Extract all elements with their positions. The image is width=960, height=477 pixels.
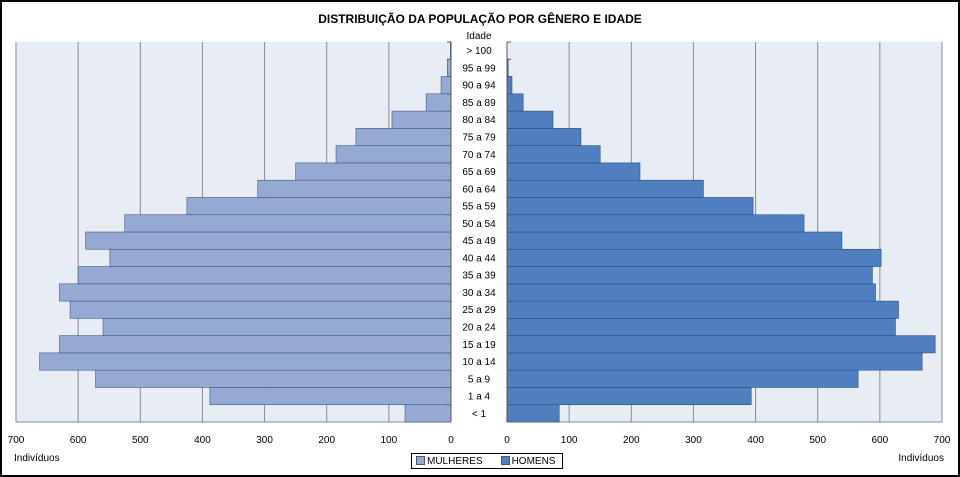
bar-women	[446, 58, 452, 77]
bar-women	[124, 214, 452, 233]
bar-men	[506, 369, 859, 388]
x-tick-label-left: 400	[194, 435, 211, 446]
label-column	[452, 42, 506, 422]
category-label: 25 a 29	[462, 305, 496, 316]
x-axis-label-left: Indivíduos	[14, 453, 60, 464]
legend-label-men: HOMENS	[511, 455, 556, 467]
bar-men	[506, 145, 601, 164]
legend-label-women: MULHERES	[427, 455, 483, 467]
category-label: 55 a 59	[462, 202, 496, 213]
bar-women	[391, 110, 452, 129]
bar-men	[506, 231, 843, 250]
x-tick-label-left: 100	[381, 435, 398, 446]
bar-men	[506, 335, 936, 354]
bar-men	[506, 300, 899, 319]
bar-men	[506, 283, 876, 302]
bar-men	[506, 318, 896, 336]
bar-women	[257, 179, 452, 198]
bar-women	[425, 93, 452, 112]
category-label: 60 a 64	[462, 184, 496, 195]
bar-men	[506, 352, 923, 371]
bar-women	[335, 145, 452, 164]
category-label: 75 a 79	[462, 133, 496, 144]
x-tick-label-left: 300	[256, 435, 273, 446]
bar-men	[506, 179, 704, 198]
bar-women	[209, 387, 452, 406]
x-tick-label-right: 500	[809, 435, 826, 446]
bar-men	[506, 128, 582, 146]
bar-men	[506, 93, 524, 112]
category-label: 5 a 9	[468, 374, 491, 385]
bar-men	[506, 214, 805, 233]
x-tick-label-right: 600	[872, 435, 889, 446]
bar-women	[59, 335, 452, 354]
category-label: 1 a 4	[468, 392, 491, 403]
legend-swatch-women	[416, 456, 425, 466]
x-axis-label-right: Indivíduos	[898, 453, 944, 464]
bar-women	[109, 248, 452, 267]
chart-title: DISTRIBUIÇÃO DA POPULAÇÃO POR GÊNERO E I…	[318, 12, 642, 26]
bar-women	[69, 300, 452, 319]
category-label: 95 a 99	[462, 63, 496, 74]
x-tick-label-right: 700	[934, 435, 951, 446]
bar-women	[85, 231, 452, 250]
category-label: 70 a 74	[462, 150, 496, 161]
bar-men	[506, 387, 752, 406]
category-label: 10 a 14	[462, 357, 496, 368]
x-tick-label-right: 100	[561, 435, 578, 446]
bar-women	[77, 266, 452, 285]
bar-women	[404, 404, 452, 423]
category-label: 65 a 69	[462, 167, 496, 178]
category-axis-title: Idade	[466, 31, 491, 42]
x-tick-label-left: 0	[448, 435, 454, 446]
legend: MULHERES HOMENS	[411, 453, 563, 469]
category-label: 15 a 19	[462, 340, 496, 351]
category-label: 90 a 94	[462, 81, 496, 92]
x-tick-label-left: 600	[70, 435, 87, 446]
category-label: 50 a 54	[462, 219, 496, 230]
bar-men	[506, 110, 554, 129]
x-tick-label-right: 0	[504, 435, 510, 446]
bar-men	[506, 76, 513, 95]
x-tick-label-left: 500	[132, 435, 149, 446]
bar-women	[39, 352, 452, 371]
category-label: 20 a 24	[462, 323, 496, 334]
bar-men	[506, 197, 754, 216]
legend-swatch-men	[500, 456, 510, 466]
x-tick-label-right: 400	[747, 435, 764, 446]
bar-women	[102, 318, 452, 336]
category-label: 80 a 84	[462, 115, 496, 126]
x-tick-label-left: 200	[318, 435, 335, 446]
bar-women	[440, 76, 452, 95]
bar-men	[506, 404, 560, 423]
legend-item-women: MULHERES	[416, 456, 483, 467]
x-tick-label-right: 200	[623, 435, 640, 446]
category-label: 30 a 34	[462, 288, 496, 299]
category-label: > 100	[466, 46, 492, 57]
legend-item-men: HOMENS	[500, 455, 556, 467]
category-label: 45 a 49	[462, 236, 496, 247]
category-label: < 1	[472, 409, 487, 420]
category-label: 35 a 39	[462, 271, 496, 282]
bar-men	[506, 162, 641, 181]
bar-women	[186, 197, 452, 216]
bar-men	[506, 248, 882, 267]
bar-men	[506, 266, 873, 285]
x-tick-label-right: 300	[685, 435, 702, 446]
bar-women	[59, 283, 452, 302]
x-tick-label-left: 700	[8, 435, 25, 446]
category-label: 40 a 44	[462, 253, 496, 264]
bar-women	[355, 128, 452, 146]
bar-women	[95, 369, 452, 388]
bar-women	[295, 162, 452, 181]
category-label: 85 a 89	[462, 98, 496, 109]
